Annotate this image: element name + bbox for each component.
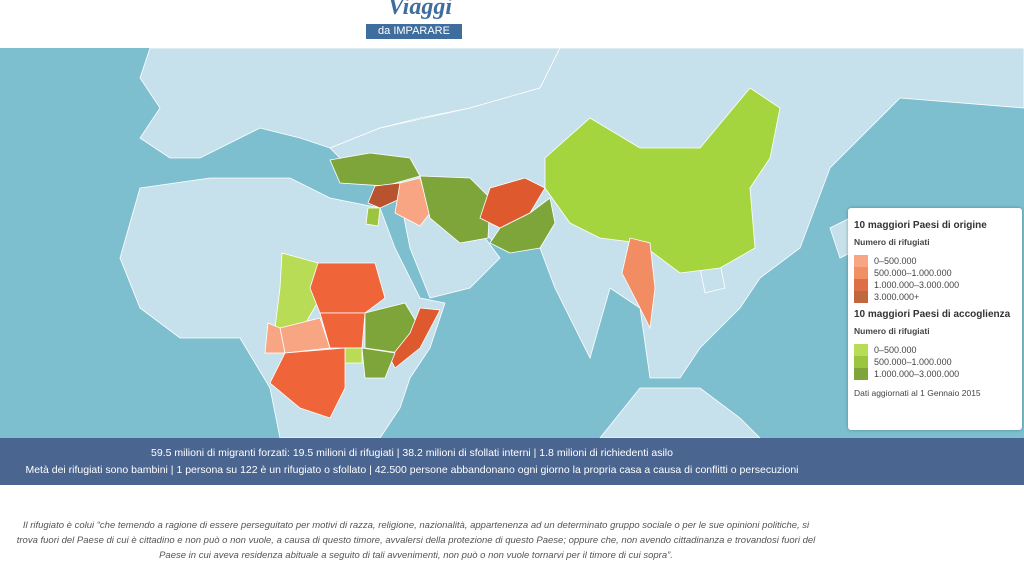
legend: 10 maggiori Paesi di origine Numero di ri… <box>848 208 1022 430</box>
legend-item: 0–500.000 <box>854 255 1022 267</box>
legend-subtitle: Numero di rifugiati <box>854 326 930 336</box>
legend-swatch <box>854 267 868 279</box>
myanmar <box>621 237 656 330</box>
iraq <box>394 177 431 227</box>
cameroon <box>264 322 286 354</box>
legend-title: 10 maggiori Paesi di accoglienza <box>854 309 1011 320</box>
legend-title: 10 maggiori Paesi di origine <box>854 220 987 231</box>
logo-subtitle[interactable]: da IMPARARE <box>366 24 462 39</box>
legend-swatch <box>854 279 868 291</box>
legend-item: 0–500.000 <box>854 344 1022 356</box>
legend-swatch <box>854 255 868 267</box>
legend-item: 1.000.000–3.000.000 <box>854 368 1022 380</box>
legend-item: 1.000.000–3.000.000 <box>854 279 1022 291</box>
quote: Il rifugiato è colui “che temendo a ragi… <box>16 520 816 561</box>
banner-line: 59.5 milioni di migranti forzati: 19.5 m… <box>151 447 673 459</box>
syria <box>367 182 403 209</box>
legend-label: 500.000–1.000.000 <box>874 357 952 367</box>
legend-label: 500.000–1.000.000 <box>874 268 952 278</box>
jordan <box>365 207 381 227</box>
china <box>544 87 781 274</box>
header: Viaggi da IMPARARE <box>0 0 1024 48</box>
spacer <box>848 208 1022 220</box>
countries <box>264 87 781 419</box>
legend-swatch <box>854 356 868 368</box>
legend-label: 1.000.000–3.000.000 <box>874 369 960 379</box>
sudan <box>309 262 386 314</box>
banner-line: Metà dei rifugiati sono bambini | 1 pers… <box>25 464 799 476</box>
legend-label: 0–500.000 <box>874 256 917 266</box>
legend-label: 3.000.000+ <box>874 292 920 302</box>
iran <box>419 175 491 244</box>
somalia <box>389 307 441 369</box>
legend-label: 0–500.000 <box>874 345 917 355</box>
legend-swatch <box>854 291 868 303</box>
pakistan <box>489 197 556 254</box>
legend-note: Dati aggiornati al 1 Gennaio 2015 <box>854 388 981 398</box>
legend-swatch <box>854 368 868 380</box>
legend-subtitle: Numero di rifugiati <box>854 237 930 247</box>
legend-item: 500.000–1.000.000 <box>854 356 1022 368</box>
logo-title[interactable]: Viaggi <box>387 0 453 20</box>
legend-label: 1.000.000–3.000.000 <box>874 280 960 290</box>
kenya <box>361 347 396 379</box>
legend-item: 3.000.000+ <box>854 291 1022 303</box>
legend-swatch <box>854 344 868 356</box>
drc <box>269 347 346 419</box>
spacer <box>848 380 1022 388</box>
uganda <box>344 347 363 364</box>
banner: 59.5 milioni di migranti forzati: 19.5 m… <box>0 438 1024 485</box>
legend-item: 500.000–1.000.000 <box>854 267 1022 279</box>
